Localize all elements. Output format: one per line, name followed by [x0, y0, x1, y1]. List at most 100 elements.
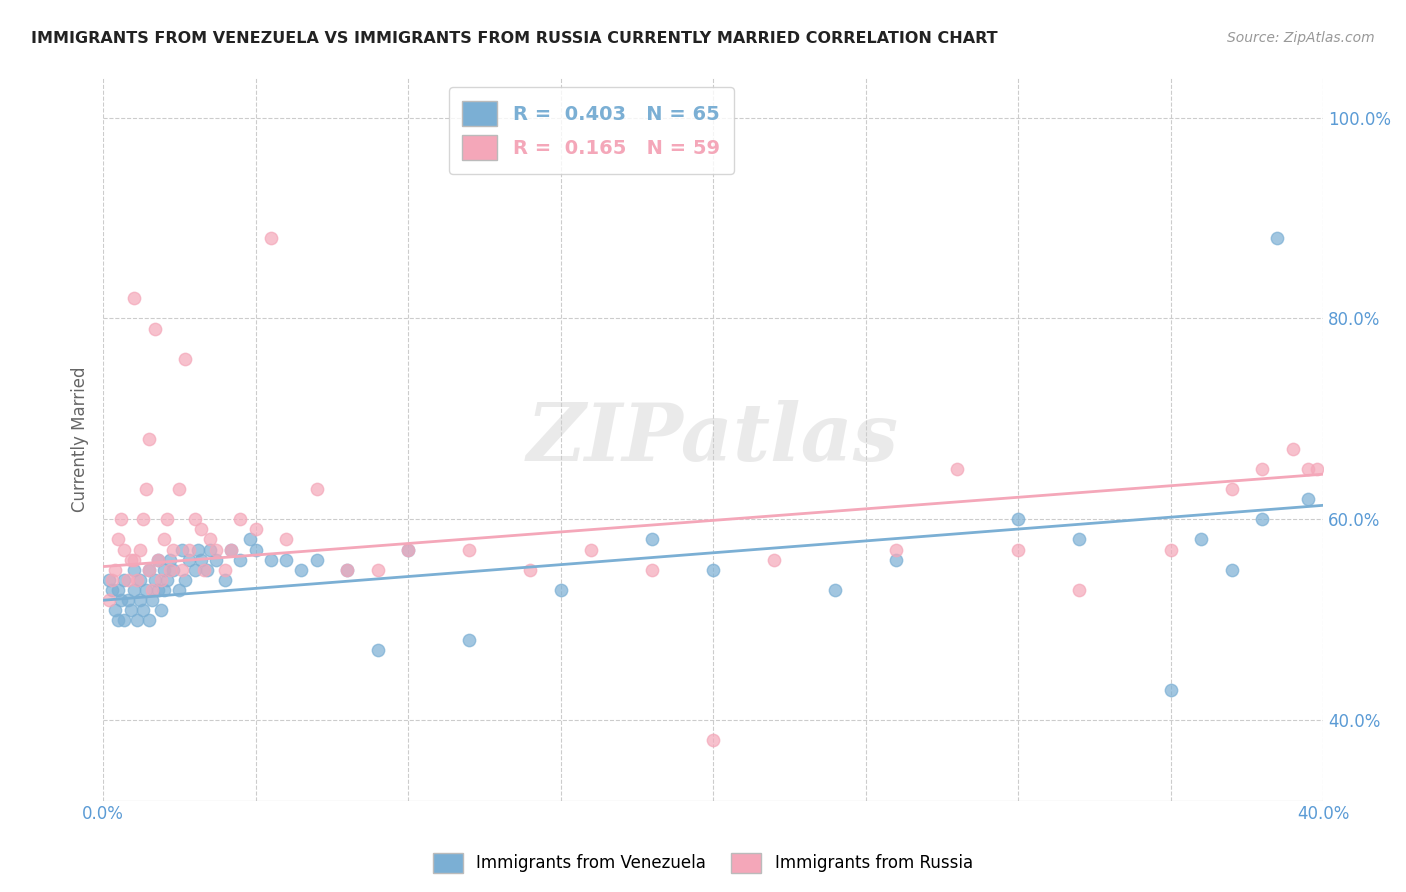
- Point: [104, 603, 127, 617]
- Point: [824, 582, 846, 597]
- Point: [458, 542, 481, 557]
- Point: [141, 592, 163, 607]
- Point: [1296, 462, 1319, 476]
- Point: [132, 512, 155, 526]
- Point: [1220, 563, 1243, 577]
- Point: [138, 563, 160, 577]
- Point: [187, 542, 209, 557]
- Point: [122, 582, 145, 597]
- Point: [229, 552, 252, 566]
- Point: [763, 552, 786, 566]
- Point: [1160, 542, 1182, 557]
- Point: [396, 542, 419, 557]
- Point: [702, 563, 724, 577]
- Point: [125, 613, 148, 627]
- Point: [884, 542, 907, 557]
- Point: [162, 542, 184, 557]
- Point: [198, 542, 221, 557]
- Point: [550, 582, 572, 597]
- Point: [177, 542, 200, 557]
- Point: [114, 613, 136, 627]
- Point: [260, 552, 283, 566]
- Point: [1296, 492, 1319, 507]
- Text: Source: ZipAtlas.com: Source: ZipAtlas.com: [1227, 31, 1375, 45]
- Point: [1189, 533, 1212, 547]
- Point: [1007, 512, 1029, 526]
- Point: [367, 563, 389, 577]
- Point: [946, 462, 969, 476]
- Point: [107, 582, 129, 597]
- Point: [290, 563, 312, 577]
- Point: [156, 573, 179, 587]
- Point: [198, 533, 221, 547]
- Point: [107, 613, 129, 627]
- Point: [117, 573, 139, 587]
- Point: [159, 552, 181, 566]
- Point: [162, 563, 184, 577]
- Point: [205, 552, 228, 566]
- Point: [1069, 582, 1091, 597]
- Point: [1306, 462, 1329, 476]
- Y-axis label: Currently Married: Currently Married: [72, 367, 89, 512]
- Point: [1160, 683, 1182, 698]
- Point: [146, 552, 169, 566]
- Point: [458, 632, 481, 647]
- Point: [114, 573, 136, 587]
- Point: [107, 533, 129, 547]
- Point: [104, 563, 127, 577]
- Point: [159, 563, 181, 577]
- Point: [128, 573, 150, 587]
- Point: [174, 573, 197, 587]
- Point: [1007, 542, 1029, 557]
- Point: [153, 582, 176, 597]
- Point: [114, 542, 136, 557]
- Point: [110, 512, 132, 526]
- Point: [641, 563, 664, 577]
- Point: [193, 563, 215, 577]
- Point: [214, 573, 236, 587]
- Point: [702, 733, 724, 747]
- Point: [245, 542, 267, 557]
- Point: [229, 512, 252, 526]
- Point: [1267, 231, 1289, 245]
- Point: [276, 552, 298, 566]
- Point: [132, 603, 155, 617]
- Point: [1251, 512, 1274, 526]
- Point: [141, 582, 163, 597]
- Point: [519, 563, 541, 577]
- Point: [195, 563, 218, 577]
- Point: [122, 292, 145, 306]
- Point: [156, 512, 179, 526]
- Point: [641, 533, 664, 547]
- Point: [174, 351, 197, 366]
- Point: [169, 482, 191, 496]
- Text: ZIPatlas: ZIPatlas: [527, 401, 900, 478]
- Point: [128, 592, 150, 607]
- Legend: R =  0.403   N = 65, R =  0.165   N = 59: R = 0.403 N = 65, R = 0.165 N = 59: [449, 87, 734, 174]
- Point: [1281, 442, 1303, 456]
- Point: [169, 582, 191, 597]
- Legend: Immigrants from Venezuela, Immigrants from Russia: Immigrants from Venezuela, Immigrants fr…: [426, 847, 980, 880]
- Text: IMMIGRANTS FROM VENEZUELA VS IMMIGRANTS FROM RUSSIA CURRENTLY MARRIED CORRELATIO: IMMIGRANTS FROM VENEZUELA VS IMMIGRANTS …: [31, 31, 998, 46]
- Point: [172, 563, 194, 577]
- Point: [125, 573, 148, 587]
- Point: [1069, 533, 1091, 547]
- Point: [336, 563, 359, 577]
- Point: [579, 542, 602, 557]
- Point: [138, 432, 160, 446]
- Point: [336, 563, 359, 577]
- Point: [1220, 482, 1243, 496]
- Point: [150, 573, 173, 587]
- Point: [219, 542, 242, 557]
- Point: [153, 533, 176, 547]
- Point: [117, 592, 139, 607]
- Point: [214, 563, 236, 577]
- Point: [150, 603, 173, 617]
- Point: [153, 563, 176, 577]
- Point: [138, 563, 160, 577]
- Point: [143, 321, 166, 335]
- Point: [122, 563, 145, 577]
- Point: [135, 482, 157, 496]
- Point: [205, 542, 228, 557]
- Point: [138, 613, 160, 627]
